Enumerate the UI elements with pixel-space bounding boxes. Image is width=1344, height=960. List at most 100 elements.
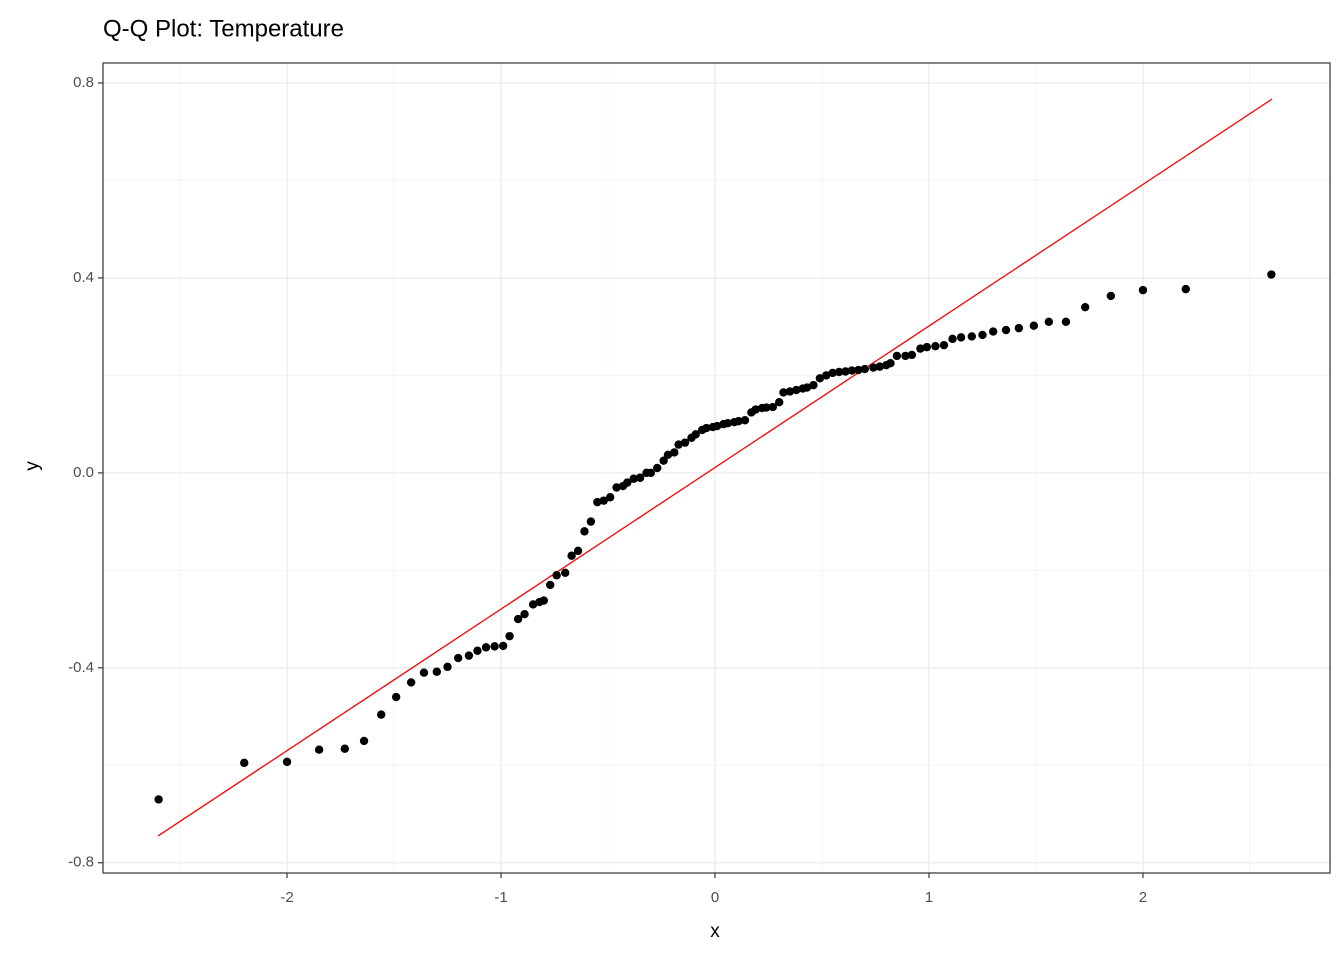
reference-line: [157, 98, 1273, 837]
point: [1106, 291, 1116, 301]
x-axis-title: x: [710, 921, 720, 942]
point: [573, 546, 583, 556]
x-tick-label: -2: [280, 889, 293, 906]
point: [1044, 317, 1054, 326]
point: [646, 468, 656, 478]
point: [490, 642, 499, 651]
point: [340, 744, 350, 753]
point: [505, 631, 514, 641]
point: [282, 757, 292, 767]
point: [875, 362, 884, 371]
point: [419, 668, 429, 677]
x-tick-label: 2: [1139, 889, 1147, 906]
point: [359, 736, 369, 746]
x-tick-label: 1: [925, 889, 933, 906]
point: [1080, 302, 1090, 312]
point: [520, 610, 529, 619]
point: [586, 517, 596, 526]
point: [659, 456, 668, 465]
chart-title: Q-Q Plot: Temperature: [103, 15, 344, 42]
y-axis-title: y: [22, 461, 43, 471]
point: [792, 385, 801, 395]
point: [498, 641, 508, 651]
point: [1001, 325, 1011, 335]
point: [691, 430, 700, 439]
point: [939, 340, 949, 350]
point: [605, 493, 615, 502]
point: [779, 388, 788, 397]
point: [391, 692, 401, 702]
point: [869, 363, 878, 372]
point: [663, 450, 673, 460]
point: [406, 678, 416, 687]
point: [751, 405, 760, 414]
point: [599, 496, 608, 505]
x-tick-label: -1: [494, 889, 507, 906]
point: [802, 383, 812, 392]
y-tick-label: -0.8: [68, 854, 94, 871]
x-tick-label: 0: [711, 889, 719, 906]
point: [841, 367, 850, 376]
point: [443, 662, 452, 672]
point: [847, 366, 857, 375]
point: [481, 643, 491, 652]
point: [1181, 284, 1190, 294]
point: [680, 438, 690, 447]
point: [916, 344, 925, 353]
point: [762, 403, 771, 412]
point: [593, 497, 602, 507]
point: [561, 568, 570, 577]
point: [1138, 285, 1148, 295]
point: [901, 351, 910, 361]
point: [154, 795, 163, 804]
point: [723, 418, 733, 428]
point: [948, 334, 957, 344]
point: [785, 387, 795, 396]
point: [922, 342, 932, 352]
point: [432, 667, 442, 676]
point: [834, 367, 844, 377]
point: [629, 474, 638, 483]
point: [907, 350, 917, 360]
point: [1267, 270, 1276, 279]
y-tick-label: 0.0: [73, 464, 94, 481]
point: [314, 745, 324, 754]
point: [376, 710, 386, 719]
point: [674, 440, 683, 449]
point: [240, 758, 249, 768]
point: [828, 368, 837, 378]
point: [768, 402, 777, 412]
point: [528, 600, 538, 609]
point: [892, 351, 902, 361]
point: [854, 365, 863, 375]
point: [473, 646, 482, 655]
y-tick-label: 0.8: [73, 74, 94, 91]
point: [513, 614, 523, 624]
point: [1061, 317, 1071, 326]
point: [978, 330, 987, 340]
y-tick-label: -0.4: [68, 659, 94, 676]
y-tick-label: 0.4: [73, 269, 94, 286]
point: [956, 333, 966, 342]
point: [822, 371, 831, 380]
point: [967, 332, 976, 341]
point: [886, 359, 895, 368]
panel-border: [102, 62, 1331, 874]
point: [712, 421, 722, 431]
point: [809, 380, 818, 390]
point: [539, 596, 549, 605]
point: [988, 327, 998, 336]
point: [734, 417, 743, 426]
point: [1029, 321, 1039, 330]
point: [623, 478, 632, 487]
point: [612, 483, 621, 492]
point: [670, 448, 679, 457]
point: [464, 651, 474, 660]
point: [546, 580, 555, 590]
point: [860, 364, 869, 374]
point: [567, 551, 576, 560]
point: [580, 527, 589, 536]
point: [1014, 323, 1024, 333]
